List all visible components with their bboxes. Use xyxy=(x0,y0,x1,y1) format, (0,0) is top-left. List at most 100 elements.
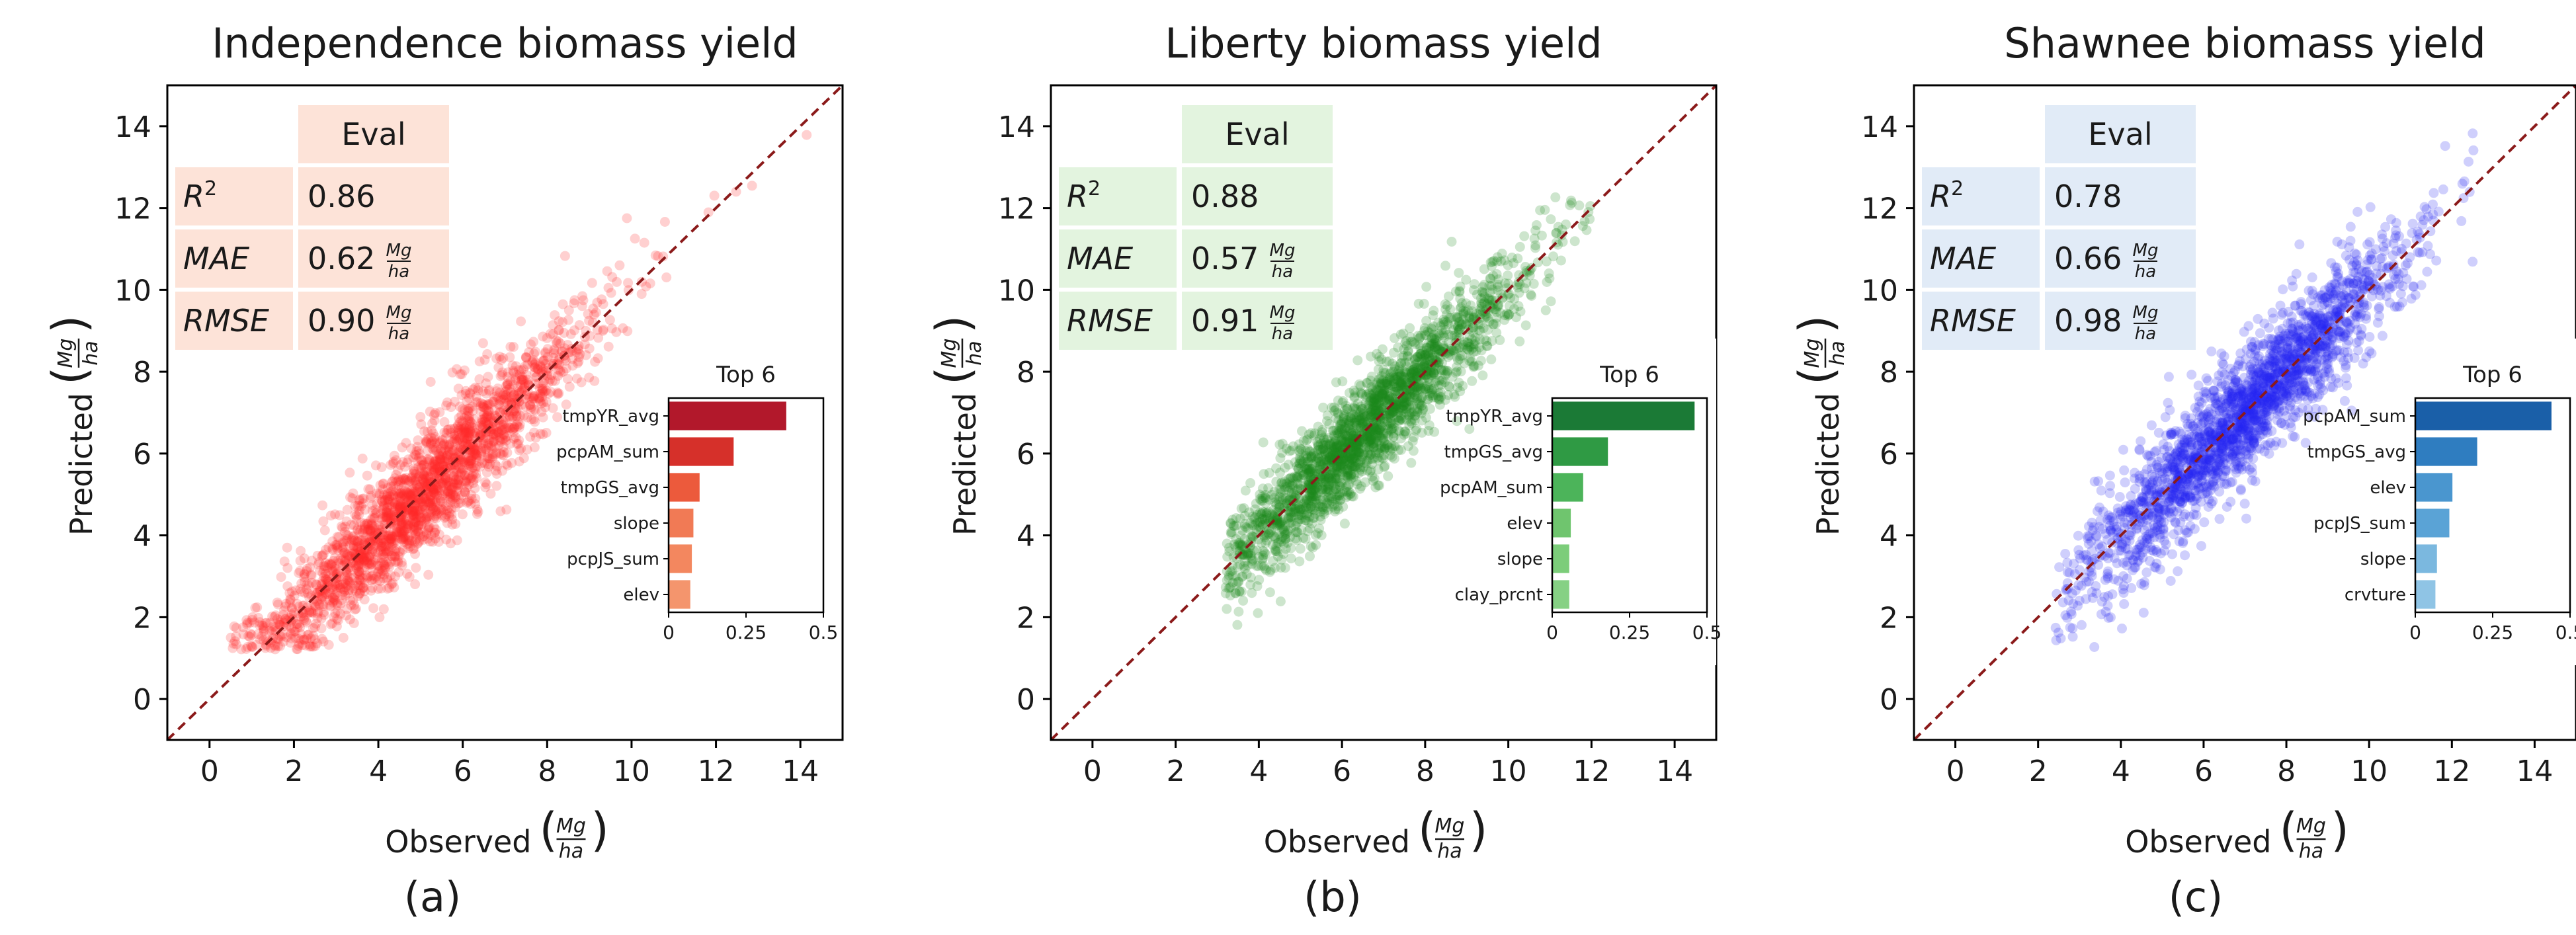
scatter-point xyxy=(1304,490,1315,501)
scatter-point xyxy=(382,531,392,542)
scatter-point xyxy=(1415,348,1425,359)
scatter-point xyxy=(1316,485,1327,495)
metric-name-cell xyxy=(175,167,293,225)
scatter-point xyxy=(1369,436,1379,446)
scatter-point xyxy=(295,584,306,594)
scatter-point xyxy=(1438,365,1449,376)
scatter-point xyxy=(1373,394,1384,405)
scatter-point xyxy=(1430,378,1440,388)
scatter-point xyxy=(386,460,396,470)
scatter-point xyxy=(479,402,489,413)
scatter-point xyxy=(1362,417,1372,427)
scatter-point xyxy=(1379,386,1390,395)
scatter-point xyxy=(464,470,474,481)
scatter-point xyxy=(299,612,310,623)
scatter-point xyxy=(1251,499,1261,509)
scatter-point xyxy=(378,542,389,552)
scatter-point xyxy=(540,348,551,358)
scatter-point xyxy=(441,450,452,461)
scatter-point xyxy=(518,364,528,375)
scatter-point xyxy=(463,403,474,414)
scatter-point xyxy=(1488,319,1498,329)
scatter-point xyxy=(1407,376,1418,387)
scatter-point xyxy=(428,428,438,438)
scatter-point xyxy=(623,285,634,296)
scatter-point xyxy=(485,413,496,423)
scatter-point xyxy=(1272,518,1283,529)
scatter-point xyxy=(423,454,434,464)
scatter-point xyxy=(274,619,284,630)
scatter-point xyxy=(355,585,366,596)
scatter-point xyxy=(1282,528,1292,538)
scatter-point xyxy=(1277,532,1288,543)
scatter-point xyxy=(527,356,538,366)
scatter-point xyxy=(1323,457,1334,468)
scatter-point xyxy=(397,527,407,538)
scatter-point xyxy=(1395,402,1405,413)
scatter-point xyxy=(1320,474,1331,484)
scatter-point xyxy=(287,587,297,597)
scatter-point xyxy=(397,490,407,501)
scatter-point xyxy=(358,552,368,563)
scatter-point xyxy=(493,362,504,373)
x-tick-label: 0 xyxy=(1083,754,1102,788)
scatter-point xyxy=(528,393,539,404)
scatter-point xyxy=(1286,487,1297,498)
scatter-point xyxy=(1318,504,1329,514)
scatter-point xyxy=(1376,419,1386,430)
scatter-point xyxy=(348,532,358,542)
scatter-point xyxy=(384,497,394,507)
scatter-point xyxy=(1383,424,1393,434)
scatter-point xyxy=(467,464,477,473)
scatter-point xyxy=(441,473,452,483)
scatter-point xyxy=(512,411,522,421)
scatter-point xyxy=(384,534,394,544)
scatter-point xyxy=(1352,450,1363,460)
scatter-point xyxy=(378,478,389,489)
scatter-point xyxy=(441,534,452,545)
scatter-point xyxy=(366,559,376,569)
scatter-point xyxy=(1374,448,1384,458)
scatter-point xyxy=(382,583,393,594)
scatter-point xyxy=(353,561,364,571)
scatter-point xyxy=(1434,329,1444,339)
scatter-point xyxy=(308,608,318,618)
scatter-point xyxy=(1311,499,1321,509)
scatter-point xyxy=(1260,493,1270,503)
scatter-point xyxy=(316,623,327,633)
scatter-point xyxy=(342,549,353,559)
scatter-point xyxy=(255,617,265,628)
scatter-point xyxy=(478,338,488,348)
scatter-point xyxy=(1231,578,1242,589)
scatter-point xyxy=(1290,491,1301,501)
scatter-point xyxy=(286,630,296,640)
scatter-point xyxy=(388,491,399,501)
scatter-point xyxy=(449,471,460,481)
scatter-point xyxy=(474,374,485,384)
scatter-point xyxy=(411,513,421,524)
scatter-point xyxy=(490,421,501,432)
scatter-point xyxy=(453,384,464,394)
scatter-point xyxy=(320,557,331,568)
scatter-point xyxy=(1469,361,1479,372)
scatter-point xyxy=(1420,350,1431,360)
scatter-point xyxy=(296,629,306,639)
scatter-point xyxy=(416,497,427,507)
scatter-point xyxy=(460,405,470,415)
scatter-point xyxy=(394,499,404,510)
scatter-point xyxy=(458,423,468,434)
scatter-point xyxy=(1354,415,1365,426)
scatter-point xyxy=(391,469,401,480)
scatter-point xyxy=(1294,514,1304,525)
scatter-point xyxy=(340,554,351,565)
scatter-point xyxy=(310,641,321,651)
scatter-point xyxy=(402,488,413,499)
unit-numerator: Mg xyxy=(556,815,586,838)
scatter-point xyxy=(478,435,489,445)
scatter-point xyxy=(1396,403,1407,414)
scatter-point xyxy=(257,620,267,631)
scatter-point xyxy=(439,460,449,471)
scatter-point xyxy=(543,388,554,399)
scatter-point xyxy=(464,419,475,430)
scatter-point xyxy=(505,387,516,397)
